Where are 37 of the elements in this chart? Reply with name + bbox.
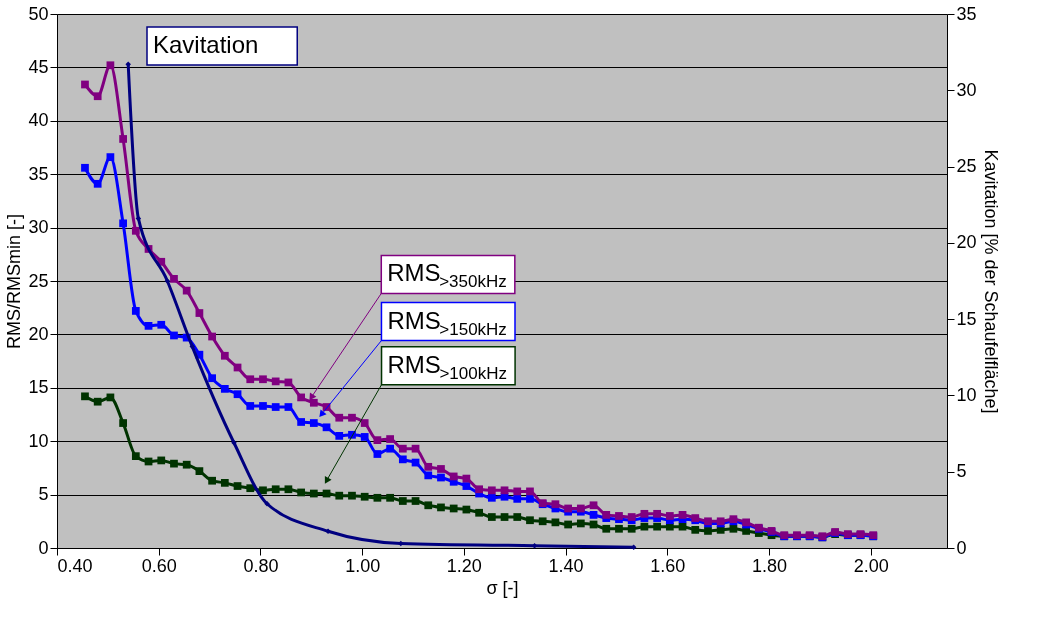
point (325, 528, 331, 534)
y2-tick-label: 5 (956, 461, 967, 482)
y-axis-title: RMS/RMSmin [-] (4, 214, 25, 349)
x-tick-label: 1.80 (751, 555, 788, 576)
point (264, 501, 270, 507)
y-tick-label: 15 (28, 377, 49, 398)
x-tick-label: 2.00 (853, 555, 889, 576)
y2-axis-title: Kavitation [% der Schaufelfläche] (980, 149, 1001, 414)
y-tick-label: 5 (38, 484, 49, 505)
x-tick-label: 0.40 (57, 555, 93, 576)
y2-tick-label: 0 (956, 537, 967, 558)
y2-tick-label: 30 (956, 79, 977, 100)
x-axis-title: σ [-] (486, 577, 519, 598)
y-tick-label: 0 (38, 537, 49, 558)
annotation: Kavitation (153, 31, 259, 58)
y2-tick-label: 20 (956, 232, 977, 253)
y-tick-label: 50 (28, 3, 49, 24)
point (189, 343, 196, 350)
y-tick-label: 20 (28, 323, 49, 344)
x-tick-label: 1.00 (345, 555, 381, 576)
point (231, 439, 237, 446)
y-tick-label: 25 (28, 270, 49, 291)
y-tick-label: 40 (28, 110, 49, 131)
y2-tick-label: 15 (956, 308, 977, 329)
y-tick-label: 35 (28, 163, 49, 184)
y-tick-label: 10 (28, 430, 49, 451)
x-tick-label: 1.20 (446, 555, 482, 576)
y2-tick-label: 25 (956, 156, 977, 177)
x-tick-label: 0.60 (141, 555, 177, 576)
y2-tick-label: 10 (956, 384, 977, 405)
x-tick-label: 1.60 (650, 555, 686, 576)
x-tick-label: 1.40 (548, 555, 584, 576)
x-tick-label: 0.80 (243, 555, 279, 576)
y-tick-label: 30 (28, 217, 49, 238)
y-tick-label: 45 (28, 56, 49, 77)
point (164, 278, 171, 284)
y2-tick-label: 35 (956, 3, 977, 24)
